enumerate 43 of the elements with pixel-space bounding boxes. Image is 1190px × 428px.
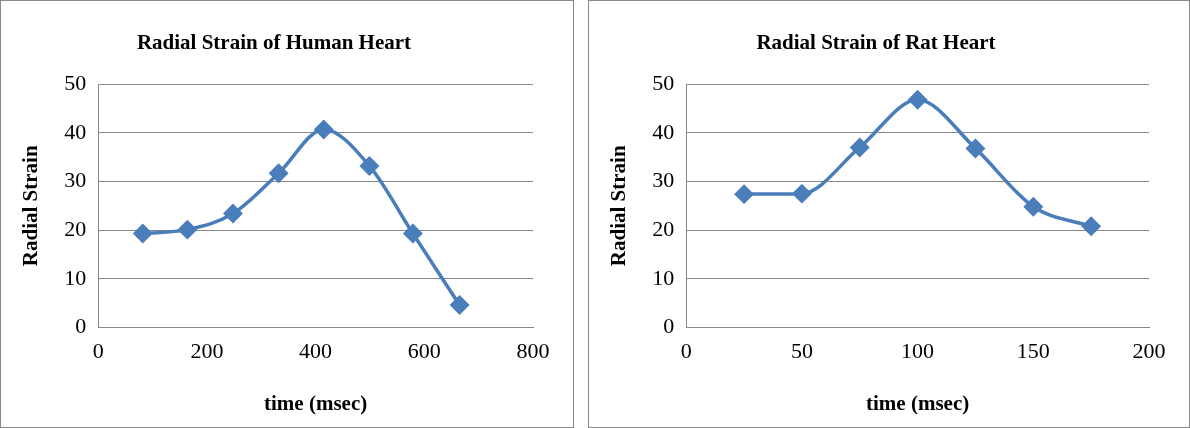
y-tick-label: 20 xyxy=(64,215,87,241)
y-tick-label: 0 xyxy=(75,313,87,339)
y-tick-label: 50 xyxy=(652,69,675,95)
x-tick-label: 0 xyxy=(680,338,692,364)
point xyxy=(133,224,153,243)
y-tick-label: 30 xyxy=(64,167,87,193)
point xyxy=(1081,216,1101,236)
point xyxy=(792,184,812,203)
x-axis-title: time (msec) xyxy=(264,390,368,415)
point xyxy=(269,163,288,183)
y-tick-label: 40 xyxy=(652,118,675,144)
point xyxy=(1024,197,1043,217)
y-tick-label: 50 xyxy=(64,69,87,95)
point xyxy=(360,156,379,176)
point xyxy=(966,139,985,158)
y-axis-title: Radial Strain xyxy=(18,145,43,267)
point xyxy=(850,138,869,157)
point xyxy=(178,220,197,239)
x-tick-label: 200 xyxy=(1132,338,1166,364)
x-tick-label: 800 xyxy=(516,338,550,364)
point xyxy=(223,204,243,223)
x-tick-label: 600 xyxy=(407,338,441,364)
x-tick-label: 400 xyxy=(299,338,333,364)
x-tick-label: 50 xyxy=(790,338,813,364)
x-tick-label: 200 xyxy=(190,338,224,364)
x-tick-label: 150 xyxy=(1016,338,1050,364)
point xyxy=(450,295,469,315)
point xyxy=(908,90,927,110)
chart-title: Radial Strain of Human Heart xyxy=(136,30,412,55)
y-tick-label: 20 xyxy=(652,215,675,241)
y-tick-label: 0 xyxy=(663,313,675,339)
y-tick-label: 40 xyxy=(64,118,87,144)
y-tick-label: 30 xyxy=(652,167,675,193)
y-axis-title: Radial Strain xyxy=(606,145,631,267)
point xyxy=(734,184,754,204)
y-tick-label: 10 xyxy=(64,264,87,290)
x-axis-title: time (msec) xyxy=(866,390,970,415)
x-tick-label: 0 xyxy=(92,338,104,364)
point xyxy=(314,120,333,139)
x-tick-label: 100 xyxy=(901,338,935,364)
point xyxy=(403,224,423,243)
chart-title: Radial Strain of Rat Heart xyxy=(756,30,996,55)
y-tick-label: 10 xyxy=(652,264,675,290)
